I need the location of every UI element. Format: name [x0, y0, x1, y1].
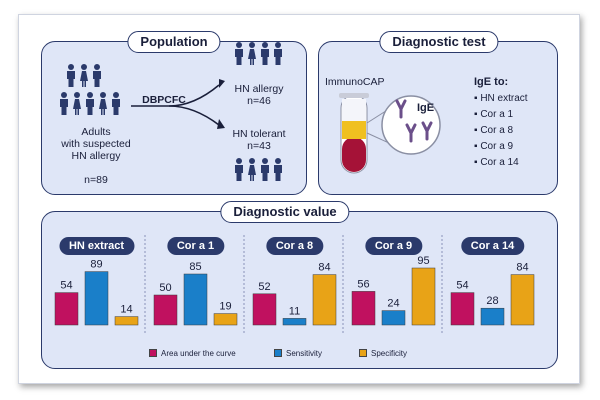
bar-value-label: 28	[486, 295, 498, 307]
bar	[312, 274, 337, 326]
legend-specificity: Specificity	[359, 349, 407, 358]
bar	[450, 292, 475, 326]
person-icon	[80, 64, 88, 87]
bar	[54, 292, 79, 326]
diagnostic-value-title: Diagnostic value	[220, 201, 350, 223]
ige-list-item: ▪ Cor a 9	[474, 141, 514, 152]
population-title: Population	[127, 31, 221, 53]
person-icon	[93, 64, 101, 87]
bar-value-label: 56	[357, 278, 369, 290]
ige-list-item: ▪ Cor a 1	[474, 109, 514, 120]
bar-value-label: 50	[159, 282, 171, 294]
bar	[510, 274, 535, 326]
diagnostic-value-chart: 54 89 14 50 85 19 52 11 84 56 24 95 54 28 84	[54, 235, 535, 335]
person-icon	[248, 158, 256, 181]
bar	[252, 293, 277, 326]
person-icon	[274, 42, 282, 65]
diagnostic-test-title: Diagnostic test	[379, 31, 499, 53]
bar-value-label: 85	[189, 261, 201, 273]
bar-value-label: 24	[387, 298, 399, 310]
bar-value-label: 54	[60, 280, 72, 292]
ige-list-item: ▪ HN extract	[474, 93, 528, 104]
group-label: Cor a 8	[265, 237, 324, 255]
person-icon	[274, 158, 282, 181]
ige-list-title: IgE to:	[474, 76, 509, 88]
bar-value-label: 89	[90, 259, 102, 271]
legend-sensitivity: Sensitivity	[274, 349, 322, 358]
bar	[114, 316, 139, 326]
bar-value-label: 95	[417, 255, 429, 267]
immunocap-label: ImmunoCAP	[325, 76, 385, 88]
person-icon	[235, 158, 243, 181]
group-label: Cor a 14	[460, 237, 525, 255]
bar-value-label: 19	[219, 301, 231, 313]
person-icon	[67, 64, 75, 87]
person-icon	[112, 92, 120, 115]
bar-value-label: 14	[120, 304, 132, 316]
person-icon	[99, 92, 107, 115]
ige-label: IgE	[417, 102, 435, 114]
legend-swatch-auc	[149, 349, 157, 357]
bar	[351, 291, 376, 326]
adults-label-2: with suspected	[61, 138, 131, 150]
bar	[411, 267, 436, 326]
group-label: Cor a 9	[364, 237, 423, 255]
bar	[153, 294, 178, 326]
people-icons	[60, 42, 282, 181]
group-label: HN extract	[58, 237, 135, 255]
tolerant-label: HN tolerant	[232, 128, 286, 140]
person-icon	[248, 42, 256, 65]
bar	[183, 273, 208, 326]
allergy-label: HN allergy	[234, 83, 284, 95]
bar-value-label: 52	[258, 281, 270, 293]
group-label: Cor a 1	[166, 237, 225, 255]
branch-arrows	[131, 79, 225, 129]
person-icon	[261, 158, 269, 181]
person-icon	[261, 42, 269, 65]
person-icon	[235, 42, 243, 65]
legend-swatch-specificity	[359, 349, 367, 357]
bar	[84, 271, 109, 326]
person-icon	[73, 92, 81, 115]
person-icon	[60, 92, 68, 115]
legend-swatch-sensitivity	[274, 349, 282, 357]
adults-label-1: Adults	[81, 126, 111, 138]
bar	[381, 310, 406, 326]
test-tube-illustration	[339, 93, 441, 174]
legend-auc: Area under the curve	[149, 349, 236, 358]
bar-value-label: 84	[318, 262, 330, 274]
method-label: DBPCFC	[142, 94, 186, 106]
bar-value-label: 54	[456, 280, 468, 292]
bar-value-label: 84	[516, 262, 528, 274]
bar	[213, 313, 238, 326]
person-icon	[86, 92, 94, 115]
bar	[282, 318, 307, 326]
ige-list-item: ▪ Cor a 8	[474, 125, 514, 136]
allergy-n: n=46	[247, 95, 271, 107]
ige-list-item: ▪ Cor a 14	[474, 157, 519, 168]
figure-card: Population Adults with suspected HN alle…	[18, 14, 580, 384]
tolerant-n: n=43	[247, 140, 271, 152]
bar-value-label: 11	[289, 305, 300, 317]
bar	[480, 307, 505, 326]
total-n: n=89	[84, 174, 108, 186]
adults-label-3: HN allergy	[71, 150, 121, 162]
